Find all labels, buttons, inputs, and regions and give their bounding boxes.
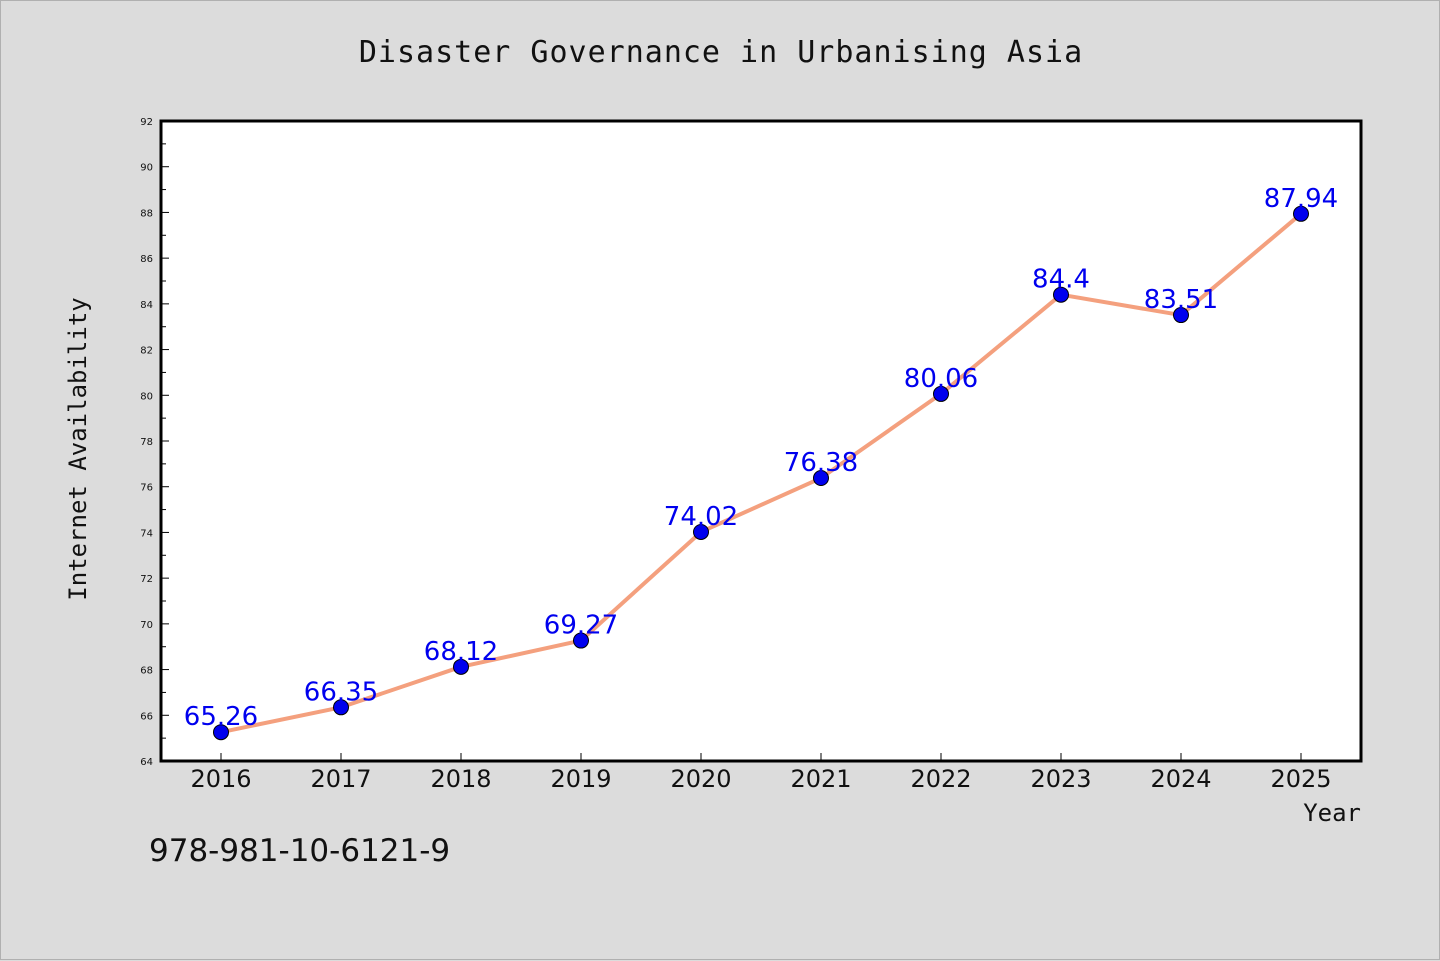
x-tick-label: 2019 xyxy=(550,765,611,793)
data-label: 80.06 xyxy=(904,364,978,394)
y-tick-label: 68 xyxy=(140,666,153,677)
y-tick-label: 66 xyxy=(140,711,153,722)
x-tick-label: 2021 xyxy=(790,765,851,793)
series-group: 65.26 66.35 68.12 69.27 74.02 76.38 80.06 84.4 8… xyxy=(184,184,1338,741)
data-point xyxy=(573,632,589,649)
y-tick-label: 88 xyxy=(140,208,153,219)
y-tick-label: 90 xyxy=(140,163,153,174)
y-tick-label: 80 xyxy=(140,391,153,402)
data-point xyxy=(1293,205,1309,222)
data-label: 68.12 xyxy=(424,637,498,667)
y-tick-label: 72 xyxy=(140,574,153,585)
data-point xyxy=(1173,307,1189,324)
data-point xyxy=(933,385,949,402)
data-label: 87.94 xyxy=(1264,184,1338,214)
plot-area xyxy=(159,119,1363,763)
data-label: 83.51 xyxy=(1144,285,1218,315)
x-tick-label: 2022 xyxy=(910,765,971,793)
y-tick-label: 78 xyxy=(140,437,153,448)
data-point xyxy=(1053,286,1069,303)
series-line xyxy=(220,212,1303,735)
y-tick-label: 64 xyxy=(140,757,153,768)
data-point xyxy=(453,658,469,675)
isbn-text: 978-981-10-6121-9 xyxy=(149,833,451,869)
x-tick-label: 2020 xyxy=(670,765,731,793)
y-tick-label: 82 xyxy=(140,346,153,357)
data-point xyxy=(333,699,349,716)
data-label: 65.26 xyxy=(184,702,258,732)
data-point xyxy=(813,470,829,487)
x-tick-label: 2016 xyxy=(190,765,251,793)
y-tick-label: 84 xyxy=(140,300,153,311)
x-axis: 2016 2017 2018 2019 2020 2021 2022 2023 2024 2025 xyxy=(190,753,1332,793)
x-tick-label: 2024 xyxy=(1150,765,1211,793)
y-axis-title: Internet Availability xyxy=(64,297,92,600)
x-tick-label: 2018 xyxy=(430,765,491,793)
y-axis: 64 66 68 70 72 74 76 78 80 82 84 86 88 90 92 xyxy=(140,117,169,768)
data-label: 66.35 xyxy=(304,677,378,707)
x-tick-label: 2017 xyxy=(310,765,371,793)
data-point xyxy=(213,724,229,741)
chart-title: Disaster Governance in Urbanising Asia xyxy=(358,35,1084,70)
data-point xyxy=(693,523,709,540)
data-label: 76.38 xyxy=(784,448,858,478)
y-tick-label: 70 xyxy=(140,620,153,631)
x-axis-title: Year xyxy=(1303,799,1361,827)
data-label: 69.27 xyxy=(544,611,618,641)
data-label: 74.02 xyxy=(664,502,738,532)
y-tick-label: 86 xyxy=(140,254,153,265)
x-tick-label: 2023 xyxy=(1030,765,1091,793)
y-tick-label: 76 xyxy=(140,483,153,494)
data-label: 84.4 xyxy=(1032,265,1090,295)
y-tick-label: 74 xyxy=(140,528,153,539)
x-tick-label: 2025 xyxy=(1270,765,1331,793)
y-tick-label: 92 xyxy=(140,117,153,128)
